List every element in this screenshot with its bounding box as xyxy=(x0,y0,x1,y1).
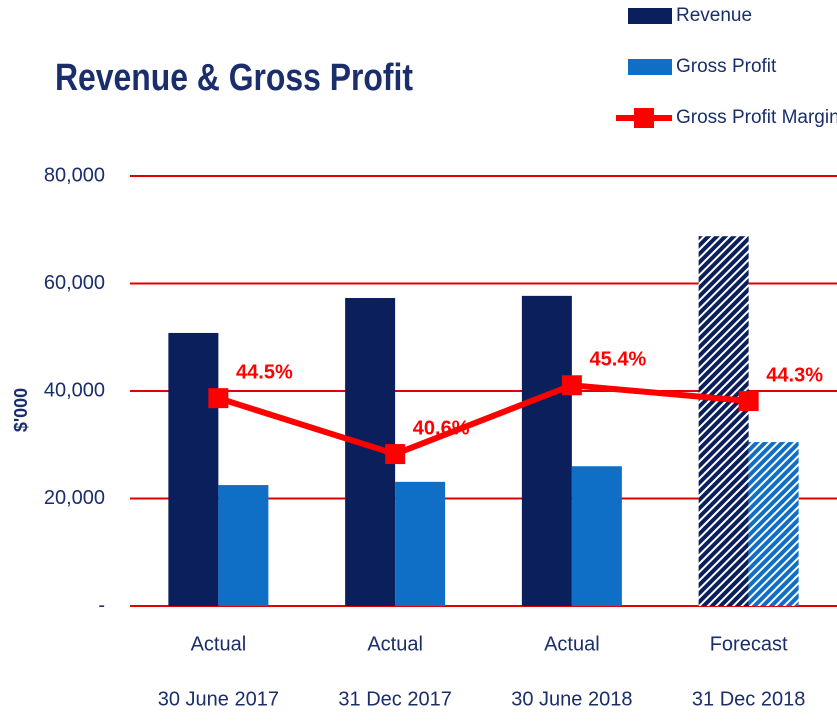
legend-label: Gross Profit Margin xyxy=(676,107,837,128)
bar xyxy=(218,485,269,606)
line xyxy=(217,382,749,458)
x-tick-label: Actual xyxy=(191,633,247,655)
y-axis-label: $'000 xyxy=(11,388,31,432)
y-tick-label: 40,000 xyxy=(44,379,105,401)
line-marker xyxy=(738,391,759,412)
bar xyxy=(521,295,572,606)
y-tick-label: 20,000 xyxy=(44,487,105,509)
legend-label: Revenue xyxy=(676,5,752,26)
legend-swatch xyxy=(628,8,672,24)
bar xyxy=(395,481,446,606)
y-tick-label: 60,000 xyxy=(44,272,105,294)
legend-swatch xyxy=(634,108,654,128)
y-tick-label: 80,000 xyxy=(44,164,105,186)
bar xyxy=(748,442,799,606)
x-tick-label: 31 Dec 2018 xyxy=(692,688,805,710)
line-marker xyxy=(561,375,582,396)
bar xyxy=(571,466,622,606)
data-label: 40.6% xyxy=(413,417,470,439)
legend-label: Gross Profit xyxy=(676,56,777,77)
data-label: 45.4% xyxy=(590,349,647,371)
x-tick-label: Actual xyxy=(367,633,423,655)
y-tick-label: - xyxy=(98,594,105,616)
bar xyxy=(698,236,749,606)
x-tick-label: 30 June 2017 xyxy=(158,688,279,710)
data-label: 44.5% xyxy=(236,361,293,383)
chart-title: Revenue & Gross Profit xyxy=(55,57,413,99)
x-tick-label: Forecast xyxy=(710,633,788,655)
line-marker xyxy=(385,444,406,465)
bar xyxy=(168,332,219,606)
data-label: 44.3% xyxy=(766,364,823,386)
legend-swatch xyxy=(628,59,672,75)
x-tick-label: Actual xyxy=(544,633,600,655)
line-marker xyxy=(208,388,229,409)
x-tick-label: 30 June 2018 xyxy=(511,688,632,710)
x-tick-label: 31 Dec 2017 xyxy=(338,688,451,710)
